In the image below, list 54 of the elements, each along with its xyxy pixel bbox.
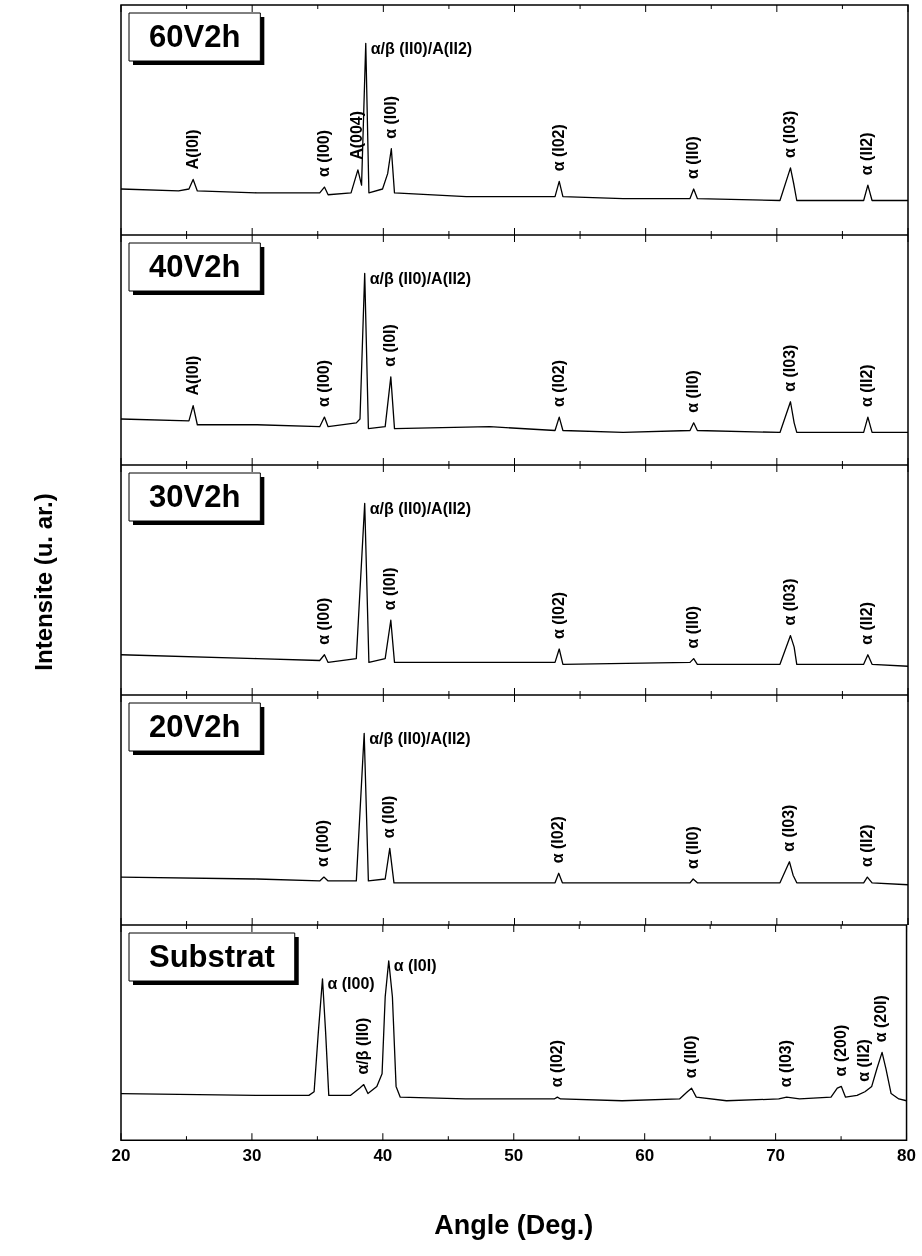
annotation: α (II2) (858, 364, 876, 408)
annotation: α (II2) (855, 1039, 873, 1082)
annotation: α (I03) (779, 804, 797, 852)
annotation: α (I0I) (381, 96, 399, 139)
annotation: A(I0I) (183, 355, 201, 396)
annotation: α (I03) (780, 344, 798, 392)
x-tick-label: 60 (635, 1146, 655, 1166)
x-tick-label: 80 (897, 1146, 917, 1166)
x-tick-label: 30 (242, 1146, 262, 1166)
annotation: α (I0I) (381, 567, 399, 611)
annotation: α (I0I) (380, 795, 398, 839)
annotation: α/β (II0) (354, 1017, 372, 1075)
annotation: α (20I) (872, 995, 890, 1043)
annotation: α (200) (831, 1024, 849, 1077)
annotation: α (I03) (780, 110, 798, 158)
annotation: α (I00) (314, 359, 332, 408)
annotation: α (I02) (549, 816, 567, 864)
y-axis-title: Intensite (u. ar.) (30, 493, 58, 671)
chart-title: 60V2h (149, 18, 241, 54)
chart-title: 20V2h (149, 708, 241, 744)
annotation: α (I0I) (381, 324, 399, 367)
annotation: α (I03) (777, 1039, 795, 1088)
x-tick-label: 40 (373, 1146, 393, 1166)
chart-title: Substrat (149, 938, 275, 974)
annotation: α/β (II0)/A(II2) (369, 269, 472, 287)
annotation: α (II0) (684, 136, 702, 179)
annotation: α (I00) (314, 819, 332, 868)
annotation: α (I02) (547, 1039, 565, 1088)
annotation: α (I02) (549, 359, 567, 408)
annotation: α (II0) (684, 605, 702, 649)
chart-title: 30V2h (149, 478, 241, 514)
annotation: α (I02) (549, 591, 567, 639)
annotation: α/β (II0)/A(II2) (370, 39, 473, 57)
x-tick-label: 50 (504, 1146, 524, 1166)
annotation: α (II0) (683, 826, 701, 869)
annotation: α (I00) (327, 975, 375, 993)
x-axis-title: Angle (Deg.) (434, 1210, 594, 1241)
annotation: α (II2) (857, 824, 875, 868)
annotation: α (II0) (684, 370, 702, 413)
annotation: A(I0I) (183, 129, 201, 170)
annotation: α/β (II0)/A(II2) (369, 499, 472, 517)
annotation: α/β (II0)/A(II2) (369, 729, 471, 747)
annotation: A(004) (348, 110, 366, 160)
annotation: α (I02) (549, 124, 567, 172)
x-tick-label: 70 (766, 1146, 786, 1166)
x-tick-label: 20 (111, 1146, 131, 1166)
annotation: α (I0I) (393, 957, 437, 975)
annotation: α (II0) (681, 1035, 699, 1079)
annotation: α (II2) (858, 602, 876, 645)
annotation: α (I00) (314, 597, 332, 645)
annotation: α (I00) (314, 129, 332, 178)
annotation: α (II2) (858, 132, 876, 176)
annotation: α (I03) (780, 578, 798, 626)
chart-title: 40V2h (149, 248, 241, 284)
